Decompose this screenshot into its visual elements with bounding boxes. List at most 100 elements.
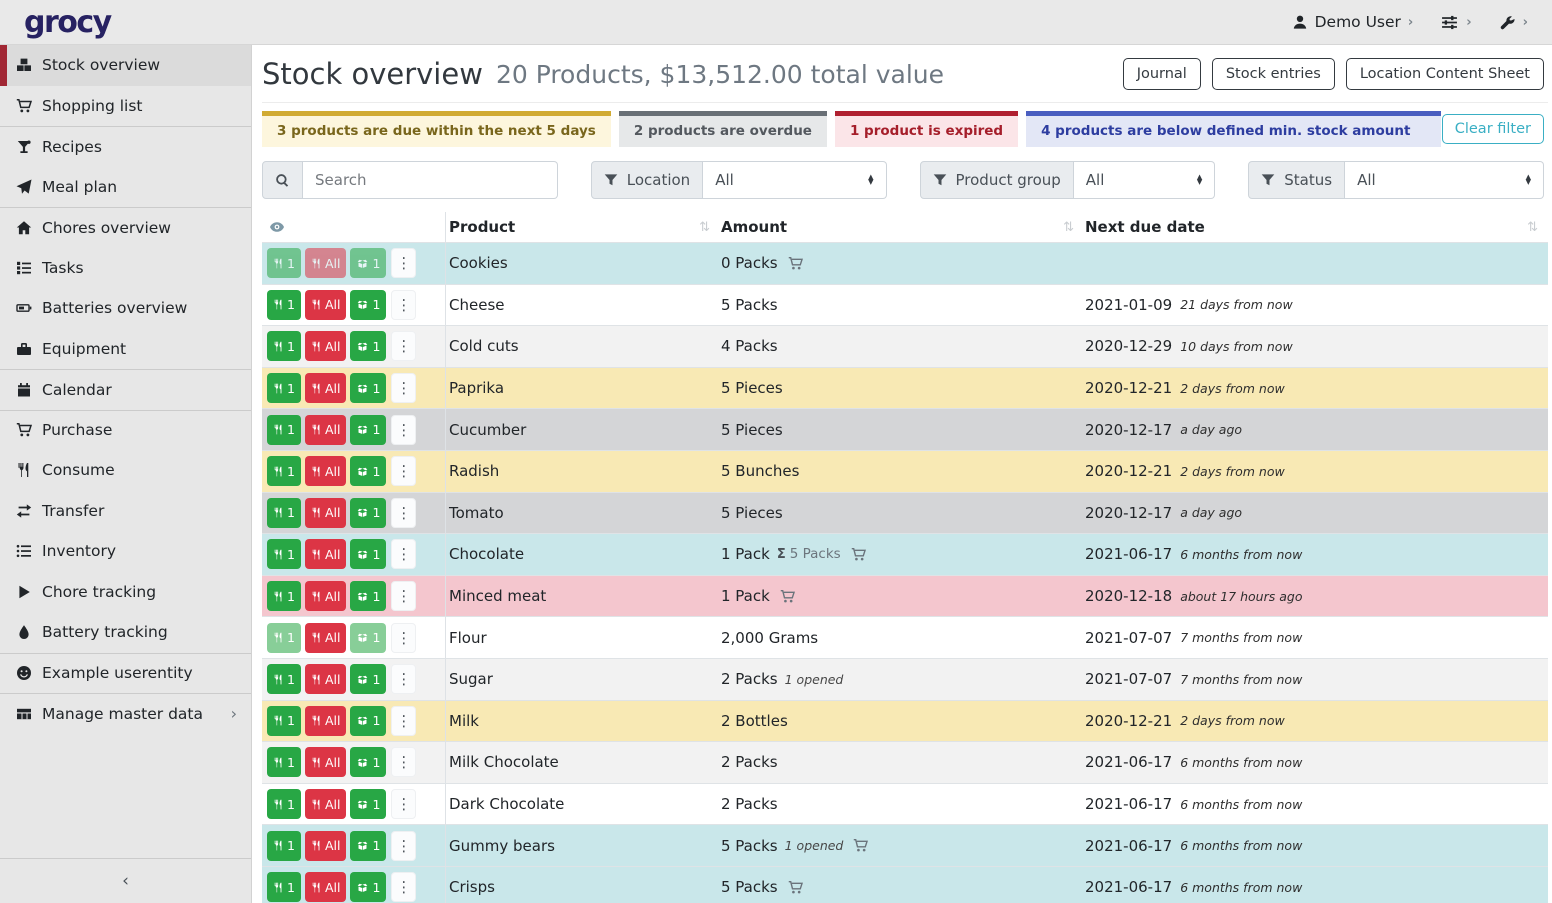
row-menu-button[interactable]: ⋮ [391,622,417,653]
sidebar-item-purchase[interactable]: Purchase [0,409,251,451]
row-menu-button[interactable]: ⋮ [391,705,417,736]
consume-one-button[interactable]: 1 [267,789,301,820]
sidebar-item-recipes[interactable]: Recipes [0,126,251,167]
location-select[interactable]: All ▲ ▼ [703,161,887,199]
sidebar-collapse-button[interactable]: ‹ [0,858,251,903]
row-menu-button[interactable]: ⋮ [391,789,417,820]
alert-due-soon[interactable]: 3 products are due within the next 5 day… [262,111,611,147]
open-one-button[interactable]: 1 [350,539,387,570]
open-one-button[interactable]: 1 [350,456,387,487]
alert-overdue[interactable]: 2 products are overdue [618,111,827,147]
grocy-logo[interactable]: grocy [24,4,112,40]
open-one-button[interactable]: 1 [350,872,387,903]
sidebar-item-consume[interactable]: Consume [0,450,251,491]
consume-one-button[interactable]: 1 [267,331,301,362]
sidebar-item-battery-tracking[interactable]: Battery tracking [0,612,251,653]
row-menu-button[interactable]: ⋮ [391,331,417,362]
consume-one-button[interactable]: 1 [267,497,301,528]
settings-menu[interactable]: › [1440,14,1472,31]
status-select[interactable]: All ▲ ▼ [1345,161,1544,199]
sort-icon[interactable]: ⇅ [699,219,710,235]
row-menu-button[interactable]: ⋮ [391,497,417,528]
consume-one-button[interactable]: 1 [267,747,301,778]
search-input[interactable] [303,161,558,199]
consume-one-button[interactable]: 1 [267,456,301,487]
sidebar-item-transfer[interactable]: Transfer [0,491,251,532]
clear-filter-button[interactable]: Clear filter [1441,114,1544,144]
open-one-button[interactable]: 1 [350,830,387,861]
sidebar-item-meal-plan[interactable]: Meal plan [0,167,251,208]
row-menu-button[interactable]: ⋮ [391,747,417,778]
consume-all-button[interactable]: All [304,456,347,487]
consume-all-button[interactable]: All [304,872,347,903]
consume-all-button[interactable]: All [304,622,347,653]
open-one-button[interactable]: 1 [350,664,387,695]
open-one-button[interactable]: 1 [350,705,387,736]
consume-all-button[interactable]: All [304,705,347,736]
open-one-button[interactable]: 1 [350,248,387,279]
consume-one-button[interactable]: 1 [267,622,301,653]
consume-all-button[interactable]: All [304,373,347,404]
open-one-button[interactable]: 1 [350,331,387,362]
open-one-button[interactable]: 1 [350,373,387,404]
consume-all-button[interactable]: All [304,414,347,445]
consume-all-button[interactable]: All [304,248,347,279]
consume-all-button[interactable]: All [304,789,347,820]
open-one-button[interactable]: 1 [350,789,387,820]
sidebar-item-batteries-overview[interactable]: Batteries overview [0,288,251,329]
row-menu-button[interactable]: ⋮ [391,289,417,320]
open-one-button[interactable]: 1 [350,622,387,653]
consume-one-button[interactable]: 1 [267,830,301,861]
sidebar-item-manage-master-data[interactable]: Manage master data › [0,693,251,734]
sidebar-item-chore-tracking[interactable]: Chore tracking [0,572,251,613]
consume-all-button[interactable]: All [304,581,347,612]
sidebar-item-equipment[interactable]: Equipment [0,329,251,370]
row-menu-button[interactable]: ⋮ [391,581,417,612]
row-menu-button[interactable]: ⋮ [391,830,417,861]
location-content-sheet-button[interactable]: Location Content Sheet [1345,58,1544,90]
eye-icon[interactable] [269,219,285,235]
consume-all-button[interactable]: All [304,539,347,570]
sort-icon[interactable]: ⇅ [1063,219,1074,235]
consume-all-button[interactable]: All [304,497,347,528]
consume-one-button[interactable]: 1 [267,414,301,445]
open-one-button[interactable]: 1 [350,289,387,320]
journal-button[interactable]: Journal [1122,58,1201,90]
consume-all-button[interactable]: All [304,331,347,362]
open-one-button[interactable]: 1 [350,581,387,612]
consume-one-button[interactable]: 1 [267,539,301,570]
row-menu-button[interactable]: ⋮ [391,373,417,404]
open-one-button[interactable]: 1 [350,747,387,778]
consume-one-button[interactable]: 1 [267,705,301,736]
stock-entries-button[interactable]: Stock entries [1211,58,1335,90]
consume-one-button[interactable]: 1 [267,664,301,695]
sidebar-item-example-userentity[interactable]: Example userentity [0,652,251,694]
sidebar-item-calendar[interactable]: Calendar [0,369,251,410]
row-menu-button[interactable]: ⋮ [391,664,417,695]
open-one-button[interactable]: 1 [350,414,387,445]
row-menu-button[interactable]: ⋮ [391,248,417,279]
consume-one-button[interactable]: 1 [267,373,301,404]
consume-one-button[interactable]: 1 [267,581,301,612]
product-group-select[interactable]: All ▲ ▼ [1073,161,1216,199]
open-one-button[interactable]: 1 [350,497,387,528]
consume-one-button[interactable]: 1 [267,289,301,320]
admin-menu[interactable]: › [1499,14,1528,31]
sort-icon[interactable]: ⇅ [1527,219,1538,235]
consume-all-button[interactable]: All [304,289,347,320]
row-menu-button[interactable]: ⋮ [391,539,417,570]
column-header-amount[interactable]: Amount ⇅ [720,212,1084,242]
user-menu[interactable]: Demo User › [1292,13,1413,31]
alert-expired[interactable]: 1 product is expired [834,111,1019,147]
sidebar-item-shopping-list[interactable]: Shopping list [0,86,251,127]
consume-all-button[interactable]: All [304,747,347,778]
row-menu-button[interactable]: ⋮ [391,872,417,903]
sidebar-item-inventory[interactable]: Inventory [0,531,251,572]
row-menu-button[interactable]: ⋮ [391,414,417,445]
consume-all-button[interactable]: All [304,830,347,861]
consume-one-button[interactable]: 1 [267,248,301,279]
alert-below-min-stock[interactable]: 4 products are below defined min. stock … [1026,111,1442,147]
sidebar-item-stock-overview[interactable]: Stock overview [0,45,251,86]
column-header-next-due-date[interactable]: Next due date ⇅ [1084,212,1548,242]
column-header-product[interactable]: Product ⇅ [446,212,720,242]
